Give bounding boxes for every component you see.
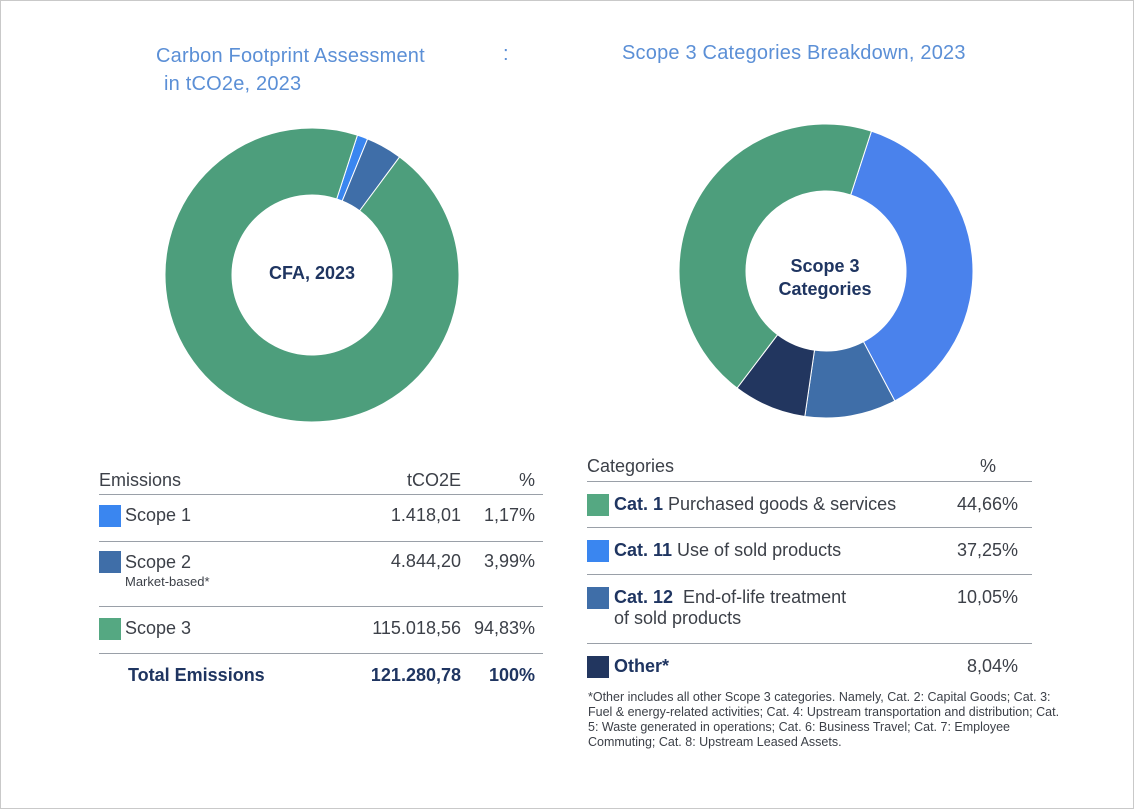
- scope2-pct: 3,99%: [483, 551, 535, 571]
- cat1-desc: Purchased goods & services: [668, 494, 897, 514]
- cat11-code: Cat. 11: [614, 540, 673, 560]
- scope1-value: 1.418,01: [390, 505, 461, 525]
- cat12-desc: End-of-life treatment: [683, 587, 847, 607]
- scope3-pct: 94,83%: [473, 618, 535, 638]
- other-code: Other*: [614, 656, 670, 676]
- table-row: Scope 1 1.418,01 1,17%: [99, 495, 543, 542]
- header-categories: Categories: [587, 456, 675, 476]
- header-emissions: Emissions: [99, 469, 182, 490]
- scope1-pct: 1,17%: [483, 505, 535, 525]
- scope2-value: 4.844,20: [390, 551, 461, 571]
- donut-slice-scope-3: [164, 127, 460, 423]
- emissions-table-header: Emissions tCO2E %: [99, 466, 543, 495]
- header-pct: %: [518, 469, 535, 490]
- header-tco2e: tCO2E: [406, 469, 461, 490]
- table-row: Other* 8,04%: [587, 644, 1032, 690]
- cat11-swatch: [587, 540, 609, 562]
- cat1-swatch: [587, 494, 609, 516]
- total-label: Total Emissions: [128, 664, 265, 685]
- scope3-donut-chart: [678, 123, 974, 419]
- cat12-code: Cat. 12: [614, 587, 674, 607]
- total-value: 121.280,78: [370, 664, 461, 685]
- table-row: Scope 2 Market-based* 4.844,20 3,99%: [99, 542, 543, 607]
- other-swatch: [587, 656, 609, 678]
- table-row: Scope 3 115.018,56 94,83%: [99, 607, 543, 654]
- title-separator: :: [503, 43, 509, 65]
- scope2-label: Scope 2: [125, 551, 192, 572]
- table-row: Cat. 1 Purchased goods & services 44,66%: [587, 482, 1032, 528]
- cat1-code: Cat. 1: [614, 494, 664, 514]
- scope2-note: Market-based*: [125, 574, 210, 589]
- cfa-center-label: CFA, 2023: [242, 262, 382, 285]
- cat11-desc: Use of sold products: [677, 540, 842, 560]
- other-pct: 8,04%: [966, 656, 1018, 676]
- scope3-value: 115.018,56: [372, 618, 461, 638]
- cfa-donut-chart: [164, 127, 460, 423]
- scope1-label: Scope 1: [125, 505, 192, 525]
- left-chart-title: Carbon Footprint Assessment in tCO2e, 20…: [156, 42, 486, 98]
- left-chart-title-line2: in tCO2e, 2023: [164, 73, 302, 95]
- total-row: Total Emissions 121.280,78 100%: [99, 654, 543, 696]
- footnote: *Other includes all other Scope 3 catego…: [588, 690, 1060, 749]
- scope2-swatch: [99, 551, 121, 573]
- scope3-center-label-line2: Categories: [778, 279, 872, 299]
- right-chart-title: Scope 3 Categories Breakdown, 2023: [622, 42, 966, 64]
- cat11-pct: 37,25%: [956, 540, 1018, 560]
- cat1-pct: 44,66%: [956, 494, 1018, 514]
- scope1-swatch: [99, 505, 121, 527]
- scope3-center-label-line1: Scope 3: [790, 256, 860, 276]
- donut-slice-cat-1: [678, 123, 873, 389]
- left-chart-title-line1: Carbon Footprint Assessment: [156, 45, 425, 67]
- header-cat-pct: %: [979, 456, 996, 476]
- total-pct: 100%: [488, 664, 535, 685]
- cfa-center-label-text: CFA, 2023: [268, 263, 356, 283]
- cat12-swatch: [587, 587, 609, 609]
- scope3-center-label: Scope 3 Categories: [755, 255, 895, 301]
- categories-table-header: Categories %: [587, 452, 1032, 482]
- cat12-desc2: of sold products: [614, 608, 742, 628]
- donut-slice-cat-11: [850, 130, 974, 402]
- categories-table: Categories % Cat. 1 Purchased goods & se…: [587, 452, 1032, 690]
- cat12-pct: 10,05%: [956, 587, 1018, 607]
- emissions-table: Emissions tCO2E % Scope 1 1.418,01 1,17%…: [99, 466, 543, 696]
- scope3-label: Scope 3: [125, 618, 192, 638]
- scope3-swatch: [99, 618, 121, 640]
- table-row: Cat. 11 Use of sold products 37,25%: [587, 528, 1032, 575]
- table-row: Cat. 12 End-of-life treatment of sold pr…: [587, 575, 1032, 644]
